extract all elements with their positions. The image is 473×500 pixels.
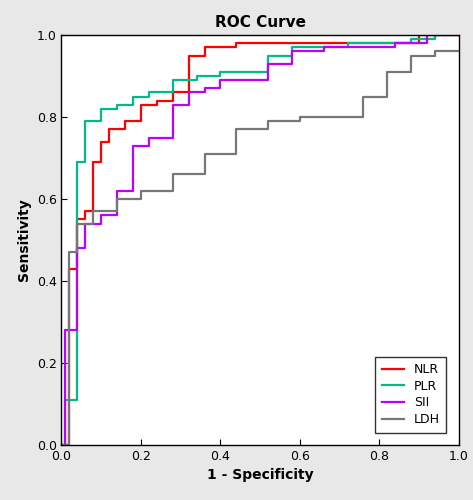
Legend: NLR, PLR, SII, LDH: NLR, PLR, SII, LDH [375,357,447,432]
Title: ROC Curve: ROC Curve [215,14,306,30]
Y-axis label: Sensitivity: Sensitivity [17,198,31,281]
X-axis label: 1 - Specificity: 1 - Specificity [207,468,314,482]
